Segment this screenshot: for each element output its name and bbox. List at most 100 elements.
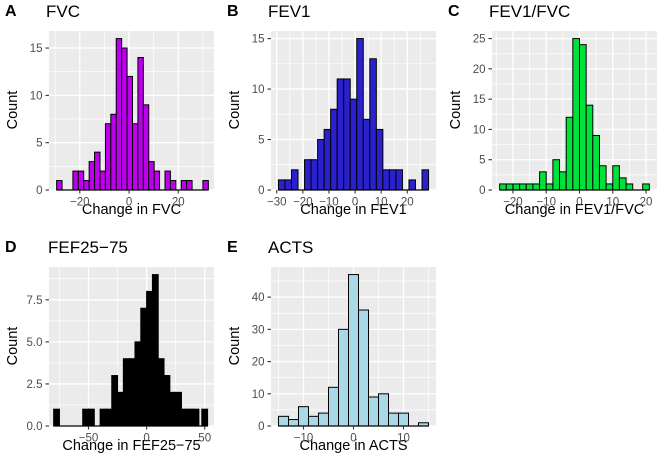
empty-cell <box>444 236 665 472</box>
histogram-bar <box>362 118 371 191</box>
histogram-bar <box>298 406 309 427</box>
y-tick-label: 7.5 <box>27 295 43 307</box>
panel-letter: A <box>5 3 17 20</box>
y-tick-label: 5 <box>258 135 264 147</box>
histogram-bar <box>519 183 527 191</box>
panel-letter: E <box>227 239 238 256</box>
histogram-bar <box>382 169 390 191</box>
histogram-bar <box>539 171 547 191</box>
y-tick-label: 0 <box>479 185 485 197</box>
histogram-bar <box>77 170 85 191</box>
panel-letter: D <box>5 239 17 256</box>
panel-title: FEV1/FVC <box>489 2 571 21</box>
histogram-bar <box>317 139 325 191</box>
histogram-bar <box>421 169 430 191</box>
panel-fev1: B FEV1 Count Change in FEV1 −30 −20 −10 0 10… <box>222 0 444 236</box>
histogram-bar <box>83 180 90 191</box>
histogram-bar <box>180 408 188 427</box>
histogram-bar <box>163 375 171 427</box>
histogram-plot-acts: −10 0 10 0 10 20 30 40 <box>252 267 436 445</box>
histogram-bar <box>358 309 369 427</box>
x-tick-label: 0 <box>350 433 356 445</box>
panel-title: ACTS <box>268 238 314 257</box>
y-tick-label: 10 <box>473 124 486 136</box>
histogram-bar <box>552 159 561 191</box>
panel-letter: C <box>448 3 460 20</box>
histogram-bar <box>304 159 312 191</box>
x-tick-label: 20 <box>172 197 185 209</box>
histogram-bar <box>525 183 534 191</box>
histogram-bar <box>88 408 95 427</box>
x-axis-label: Change in FEF25−75 <box>62 438 201 454</box>
histogram-bar <box>157 358 165 427</box>
x-axis-label: Change in FVC <box>81 202 182 218</box>
histogram-bar <box>111 375 119 427</box>
y-tick-label: 25 <box>473 34 486 46</box>
histogram-bar <box>151 274 159 427</box>
panel-fef25-75: D FEF25−75 Count Change in FEF25−75 −50 0… <box>0 236 222 472</box>
histogram-bar <box>115 38 123 191</box>
panel-title: FEF25−75 <box>48 238 128 257</box>
histogram-bar <box>117 391 124 427</box>
y-tick-label: 0 <box>258 185 264 197</box>
histogram-bar <box>278 415 289 427</box>
histogram-bar <box>642 183 650 191</box>
x-tick-label: 20 <box>401 197 414 209</box>
histogram-bar <box>375 128 384 191</box>
histogram-bar <box>378 393 389 427</box>
y-tick-label: 10 <box>252 389 265 401</box>
histogram-bar <box>618 177 627 191</box>
histogram-bar <box>559 171 567 191</box>
histogram-bar <box>122 358 130 427</box>
histogram-bar <box>310 159 319 191</box>
x-tick-label: −20 <box>70 197 90 209</box>
y-tick-label: 20 <box>252 357 265 369</box>
histogram-bar <box>53 408 60 427</box>
x-tick-label: 0 <box>352 197 358 209</box>
histogram-bar <box>318 412 329 427</box>
histogram-bar <box>142 104 150 191</box>
histogram-bar <box>585 104 594 191</box>
histogram-bar <box>72 170 79 191</box>
histogram-bar <box>572 38 580 191</box>
histogram-bar <box>388 169 397 191</box>
histogram-bar <box>186 180 193 191</box>
histogram-bar <box>343 78 351 191</box>
histogram-bar <box>110 113 117 191</box>
y-tick-label: 15 <box>473 94 486 106</box>
histogram-bar <box>56 180 63 191</box>
x-axis-label: Change in ACTS <box>299 438 408 454</box>
x-tick-label: −10 <box>294 433 314 445</box>
x-tick-label: −50 <box>79 433 99 445</box>
histogram-bar <box>192 408 200 427</box>
histogram-bar <box>104 123 112 191</box>
y-tick-label: 15 <box>30 43 43 55</box>
x-tick-label: −20 <box>293 197 313 209</box>
histogram-bar <box>134 341 142 427</box>
histogram-bar <box>169 391 177 427</box>
histogram-bar <box>105 408 113 427</box>
histogram-bar <box>169 180 177 191</box>
histogram-bar <box>148 161 155 191</box>
histogram-bar <box>290 169 299 191</box>
histogram-plot-fef25-75: −50 0 50 0.0 2.5 5.0 7.5 <box>27 267 214 445</box>
y-tick-label: 5.0 <box>27 337 43 349</box>
x-tick-label: −20 <box>503 197 523 209</box>
histogram-bar <box>612 165 620 191</box>
y-tick-label: 2.5 <box>27 379 43 391</box>
histogram-bar <box>330 108 338 191</box>
histogram-bar <box>408 179 417 191</box>
histogram-bar <box>99 170 106 191</box>
histogram-bar <box>388 412 399 427</box>
x-tick-label: 10 <box>606 197 619 209</box>
histogram-bar <box>201 408 209 427</box>
y-tick-label: 0 <box>36 185 42 197</box>
histogram-bar <box>128 358 136 427</box>
histogram-bar <box>338 328 349 427</box>
histogram-bar <box>146 290 153 427</box>
histogram-bar <box>94 151 101 191</box>
y-tick-label: 0 <box>258 421 264 433</box>
x-tick-label: −10 <box>319 197 339 209</box>
histogram-bar <box>336 78 345 191</box>
